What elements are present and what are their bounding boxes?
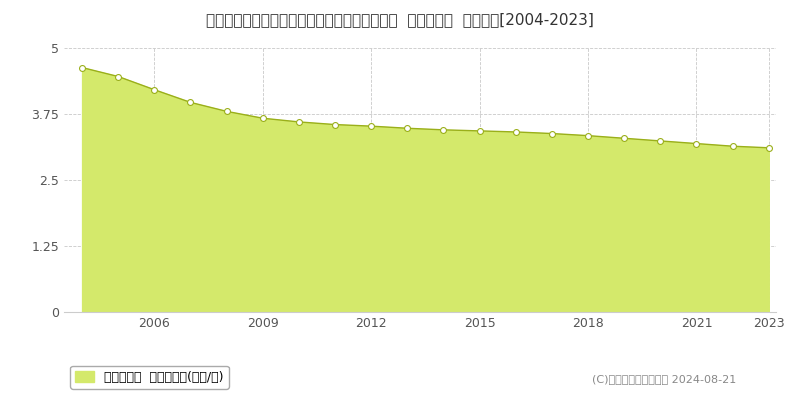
Point: [762, 144, 775, 151]
Point: [510, 129, 522, 135]
Text: (C)土地価格ドットコム 2024-08-21: (C)土地価格ドットコム 2024-08-21: [592, 374, 736, 384]
Point: [546, 130, 558, 137]
Point: [76, 64, 89, 71]
Point: [401, 125, 414, 132]
Point: [654, 138, 666, 144]
Point: [690, 140, 703, 147]
Point: [112, 73, 125, 80]
Point: [220, 108, 233, 114]
Legend: 基準地価格  平均坪単価(万円/坪): 基準地価格 平均坪単価(万円/坪): [70, 366, 229, 389]
Text: 宮崎県児湯郡西米良村大字村所字鶴４３番１外  基準地価格  地価推移[2004-2023]: 宮崎県児湯郡西米良村大字村所字鶴４３番１外 基準地価格 地価推移[2004-20…: [206, 12, 594, 27]
Point: [474, 128, 486, 134]
Point: [329, 121, 342, 128]
Point: [293, 119, 306, 125]
Point: [437, 127, 450, 133]
Point: [148, 86, 161, 93]
Point: [184, 99, 197, 106]
Point: [365, 123, 378, 129]
Point: [582, 132, 594, 139]
Point: [618, 135, 630, 142]
Point: [726, 143, 739, 150]
Point: [256, 115, 269, 122]
